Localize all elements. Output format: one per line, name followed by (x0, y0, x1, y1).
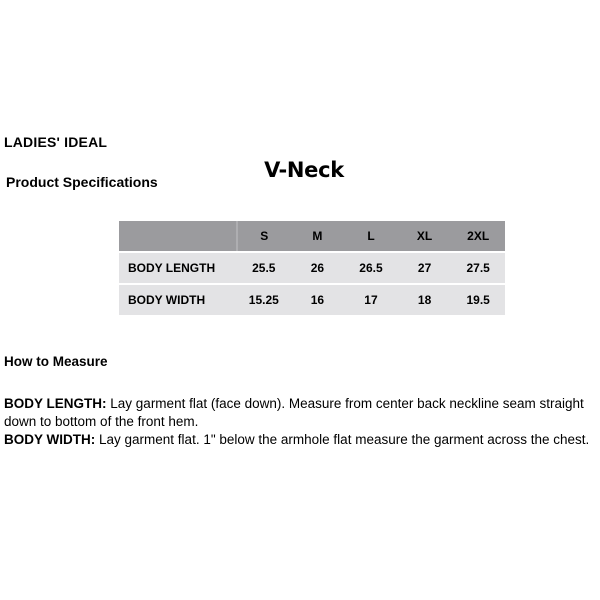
body-length-instruction: BODY LENGTH: Lay garment flat (face down… (4, 395, 600, 430)
body-length-instruction-text-1: Lay garment flat (face down). Measure fr… (110, 396, 584, 411)
body-length-s: 25.5 (237, 252, 291, 285)
body-length-instruction-line-2: down to bottom of the front hem. (4, 413, 199, 429)
size-header-xl: XL (397, 221, 452, 253)
header-row: S M L XL 2XL (119, 221, 505, 253)
size-header-l: L (344, 221, 398, 253)
body-length-instruction-label: BODY LENGTH: (4, 396, 107, 411)
body-width-instruction-line-1: BODY WIDTH: Lay garment flat. 1" below t… (4, 431, 600, 449)
size-spec-table-body: BODY LENGTH 25.5 26 26.5 27 27.5 BODY WI… (119, 252, 505, 315)
row-label-body-width: BODY WIDTH (119, 284, 237, 315)
size-header-m: M (290, 221, 345, 253)
body-length-instruction-line-1: BODY LENGTH: Lay garment flat (face down… (4, 395, 600, 413)
body-width-xl: 18 (397, 284, 452, 315)
size-spec-table-header: S M L XL 2XL (119, 221, 505, 253)
how-to-measure-heading: How to Measure (4, 354, 108, 369)
corner-cell (119, 221, 238, 253)
body-width-m: 16 (290, 284, 345, 315)
body-width-instruction-text-1: Lay garment flat. 1" below the armhole f… (99, 432, 590, 447)
table-row-body-length: BODY LENGTH 25.5 26 26.5 27 27.5 (119, 252, 505, 285)
body-width-l: 17 (344, 284, 398, 315)
body-length-m: 26 (290, 252, 345, 285)
body-width-instruction: BODY WIDTH: Lay garment flat. 1" below t… (4, 431, 600, 449)
brand-name: LADIES' IDEAL (4, 134, 108, 150)
size-spec-table: S M L XL 2XL BODY LENGTH 25.5 26 26.5 27… (119, 221, 505, 315)
section-title: Product Specifications (6, 174, 158, 190)
measure-instructions: BODY LENGTH: Lay garment flat (face down… (4, 395, 600, 449)
body-length-l: 26.5 (344, 252, 398, 285)
body-width-s: 15.25 (237, 284, 291, 315)
size-header-2xl: 2XL (451, 221, 505, 253)
body-length-xl: 27 (397, 252, 452, 285)
body-width-2xl: 19.5 (451, 284, 505, 315)
size-header-s: S (237, 221, 291, 253)
table-row-body-width: BODY WIDTH 15.25 16 17 18 19.5 (119, 284, 505, 315)
body-width-instruction-label: BODY WIDTH: (4, 432, 96, 447)
body-length-2xl: 27.5 (451, 252, 505, 285)
row-label-body-length: BODY LENGTH (119, 252, 237, 285)
product-name: V-Neck (264, 158, 344, 182)
